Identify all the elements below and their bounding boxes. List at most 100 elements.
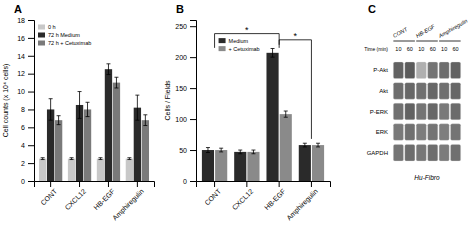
error-bar [219, 148, 223, 152]
x-axis-title: Time (min) [364, 46, 388, 52]
tick-mark [28, 109, 34, 110]
tick-mark [190, 57, 196, 58]
tick-mark [28, 127, 34, 128]
error-bar [127, 158, 131, 160]
tick-mark [190, 181, 196, 182]
lane-label: 10 [395, 46, 401, 52]
tick-label: HB-EGF [92, 188, 116, 212]
band [416, 144, 426, 160]
error-bar [316, 143, 320, 147]
tick-label: 150 [175, 85, 187, 92]
x-tick: HB-EGF [263, 181, 287, 211]
error-bar [135, 95, 139, 120]
bar [312, 145, 324, 181]
bar [215, 150, 227, 181]
bar [142, 120, 149, 181]
y-tick: 200 [175, 54, 196, 61]
legend-swatch [219, 46, 226, 51]
group-overline [439, 41, 461, 42]
y-axis-title: Cell counts (x 10⁴ cells) [2, 64, 10, 137]
legend-label: 72 h + Cetuximab [48, 40, 91, 46]
panel-title: A [14, 3, 22, 15]
band [393, 144, 403, 160]
error-bar [106, 64, 110, 75]
bar [39, 159, 46, 181]
y-tick: 0 [183, 178, 196, 185]
band [451, 62, 461, 78]
tick-mark [279, 181, 280, 187]
panel-title: B [176, 3, 184, 15]
bar [105, 69, 112, 181]
group-overline [393, 41, 415, 42]
band [451, 103, 461, 119]
group-label: CONT [392, 26, 409, 39]
axis-line [197, 182, 331, 188]
band [439, 83, 449, 99]
y-axis: 024681012141618 [17, 17, 34, 185]
legend-label: Medium [229, 38, 249, 44]
bar [68, 159, 75, 181]
tick-label: 18 [17, 17, 25, 24]
bar [97, 159, 104, 181]
significance-label: * [245, 25, 249, 35]
legend-item: 72 h Medium [38, 32, 80, 38]
tick-mark [28, 56, 34, 57]
legend: Medium + Cetuximab [219, 38, 260, 52]
tick-label: 100 [175, 116, 187, 123]
band [416, 83, 426, 99]
tick-mark [190, 88, 196, 89]
x-tick: Amphiregulin [111, 181, 146, 222]
tick-mark [190, 26, 196, 27]
bar [299, 145, 311, 181]
error-bar [143, 115, 147, 126]
band [451, 83, 461, 99]
tick-mark [28, 38, 34, 39]
row-label: P-ERK [370, 109, 388, 115]
legend-swatch [38, 25, 45, 30]
row-label: GAPDH [367, 150, 388, 156]
band [405, 103, 415, 119]
band [428, 103, 438, 119]
legend-item: 0 h [38, 24, 56, 30]
band [439, 103, 449, 119]
band [393, 124, 403, 140]
tick-mark [28, 20, 34, 21]
band [405, 144, 415, 160]
plot-area [202, 48, 324, 181]
y-tick: 100 [175, 116, 196, 123]
tick-mark [311, 181, 312, 187]
group-label: Amphiregulin [437, 18, 469, 40]
tick-label: 0 [21, 178, 25, 185]
error-bar [284, 111, 288, 117]
legend: 0 h 72 h Medium 72 h + Cetuximab [38, 24, 91, 46]
tick-label: HB-EGF [263, 188, 287, 212]
tick-label: 10 [17, 88, 25, 95]
tick-label: 2 [21, 160, 25, 167]
y-tick: 18 [17, 17, 34, 24]
tick-label: CXCL12 [63, 188, 87, 212]
y-tick: 50 [179, 147, 196, 154]
group-overline [416, 41, 438, 42]
tick-label: 250 [175, 23, 187, 30]
tick-label: Amphiregulin [285, 188, 320, 223]
tick-label: 200 [175, 54, 187, 61]
error-bar [238, 150, 242, 154]
legend-label: 0 h [48, 24, 56, 30]
tick-mark [214, 181, 215, 187]
row-label: P-Akt [373, 67, 388, 73]
figure: 024681012141618CONTCXCL12HB-EGFAmphiregu… [0, 0, 474, 227]
axis-line [28, 21, 35, 182]
legend-item: + Cetuximab [219, 46, 260, 52]
tick-label: 4 [21, 142, 25, 149]
panel: 024681012141618CONTCXCL12HB-EGFAmphiregu… [2, 3, 155, 222]
error-bar [78, 92, 82, 119]
x-axis: CONTCXCL12HB-EGFAmphiregulin [197, 181, 331, 222]
y-tick: 16 [17, 35, 34, 42]
tick-label: 16 [17, 35, 25, 42]
band [405, 124, 415, 140]
lane-label: 60 [430, 46, 436, 52]
legend-item: 72 h + Cetuximab [38, 40, 91, 46]
significance-bracket [279, 40, 311, 139]
tick-mark [79, 181, 80, 187]
y-tick: 12 [17, 70, 34, 77]
